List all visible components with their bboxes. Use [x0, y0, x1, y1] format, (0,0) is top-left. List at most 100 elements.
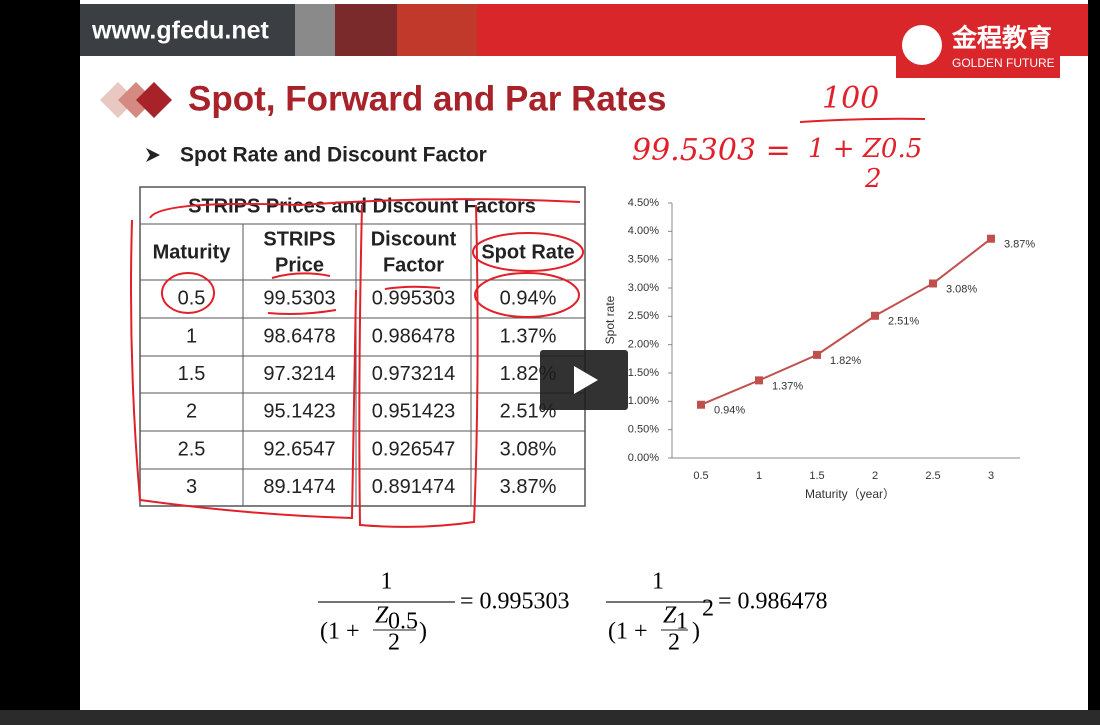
- table-cell: 0.94%: [500, 287, 557, 309]
- y-tick-label: 1.00%: [628, 395, 659, 407]
- bullet: Spot Rate and Discount Factor: [180, 144, 487, 167]
- x-axis-label: Maturity（year）: [805, 487, 895, 501]
- bullet-arrow: [146, 148, 160, 162]
- table-cell: 0.951423: [372, 400, 455, 422]
- x-tick-label: 2: [872, 470, 878, 482]
- data-label: 3.08%: [946, 283, 977, 295]
- y-tick-label: 4.00%: [628, 225, 659, 237]
- table-cell: 1.37%: [500, 325, 557, 347]
- formula: 1: [676, 609, 688, 635]
- annotation: [161, 272, 215, 314]
- table-header: Factor: [383, 254, 444, 276]
- table-header: Discount: [371, 228, 457, 250]
- table-cell: 99.5303: [263, 287, 335, 309]
- annotations: [130, 198, 584, 528]
- table-cell: 1.5: [178, 363, 206, 385]
- formula: Z: [663, 603, 677, 629]
- formula: Z: [375, 603, 389, 629]
- logo-icon: [902, 25, 942, 65]
- table-cell: 0.973214: [372, 363, 455, 385]
- marker: [871, 311, 879, 320]
- table-cell: 97.3214: [263, 363, 335, 385]
- y-axis-label: Spot rate: [603, 295, 617, 344]
- table-header: Price: [275, 254, 324, 276]
- table-cell: 3.87%: [500, 476, 557, 498]
- y-tick-label: 0.00%: [628, 452, 659, 464]
- formula: 1: [652, 569, 664, 595]
- table-cell: 0.995303: [372, 287, 455, 309]
- header-bar: [80, 4, 295, 56]
- header-block: [397, 4, 477, 56]
- table-border: [139, 186, 586, 507]
- table-cell: 95.1423: [263, 400, 335, 422]
- table-cell: 0.5: [178, 287, 206, 309]
- y-tick-label: 3.50%: [628, 254, 659, 266]
- annotation: [472, 232, 584, 272]
- table-cell: 2.5: [178, 438, 206, 460]
- marker: [755, 376, 763, 385]
- x-tick-label: 1.5: [809, 470, 824, 482]
- table-cell: 3.08%: [500, 438, 557, 460]
- marker: [987, 234, 995, 243]
- table-cell: 89.1474: [263, 476, 335, 498]
- table-cell: 0.926547: [372, 438, 455, 460]
- formula: 2: [702, 596, 714, 622]
- handwriting: 2: [864, 164, 882, 194]
- header-block: [335, 4, 397, 56]
- logo-en: GOLDEN FUTURE: [952, 56, 1055, 70]
- diamond: [136, 82, 172, 118]
- table-cell: 0.891474: [372, 476, 455, 498]
- url: www.gfedu.net: [91, 17, 270, 45]
- annotation: [267, 272, 441, 315]
- marker: [813, 350, 821, 359]
- x-tick-label: 0.5: [693, 470, 708, 482]
- table-cell: 98.6478: [263, 325, 335, 347]
- table-cell: 2: [186, 400, 197, 422]
- formula: 2: [668, 630, 680, 656]
- y-tick-label: 1.50%: [628, 367, 659, 379]
- table-header: Spot Rate: [481, 241, 574, 263]
- x-tick-label: 2.5: [925, 470, 940, 482]
- table-header: Maturity: [153, 241, 232, 263]
- data-label: 1.37%: [772, 380, 803, 392]
- annotation: [130, 219, 357, 520]
- annotation: [474, 272, 580, 318]
- formula: = 0.986478: [718, 589, 828, 615]
- logo-cn: 金程教育: [951, 24, 1052, 53]
- play-icon: [574, 366, 598, 394]
- data-label: 2.51%: [888, 316, 919, 328]
- formula: ): [692, 619, 700, 645]
- marker: [929, 279, 937, 288]
- marker: [697, 400, 705, 409]
- y-tick-label: 4.50%: [628, 197, 659, 209]
- y-tick-label: 2.50%: [628, 310, 659, 322]
- x-tick-label: 3: [988, 470, 994, 482]
- formula: (1 +: [608, 619, 648, 645]
- formula: 1: [381, 569, 393, 595]
- data-label: 1.82%: [830, 355, 861, 367]
- control-bar[interactable]: [0, 710, 1100, 725]
- chart: 0.00% 0.50% 1.00% 1.50% 2.00% 2.50% 3.00% 3.50%…: [603, 197, 1035, 501]
- annotation: [149, 198, 581, 219]
- annotation: [358, 204, 479, 528]
- data-label: 0.94%: [714, 405, 745, 417]
- x-tick-label: 1: [756, 470, 762, 482]
- formula: ): [419, 619, 427, 645]
- formula: 2: [388, 630, 400, 656]
- handwriting: 99.5303 =: [632, 133, 791, 168]
- handwriting: 1 + Z0.5: [808, 134, 922, 164]
- y-tick-label: 3.00%: [628, 282, 659, 294]
- header-block: [295, 4, 335, 56]
- table-cell: 92.6547: [263, 438, 335, 460]
- table-header: STRIPS: [263, 228, 335, 250]
- line: [700, 237, 992, 406]
- table-cell: 1: [186, 325, 197, 347]
- handwriting: 100: [822, 81, 879, 116]
- data-label: 3.87%: [1004, 239, 1035, 251]
- slide-title: Spot, Forward and Par Rates: [188, 79, 666, 118]
- formula: = 0.995303: [460, 589, 570, 615]
- formula: (1 +: [320, 619, 360, 645]
